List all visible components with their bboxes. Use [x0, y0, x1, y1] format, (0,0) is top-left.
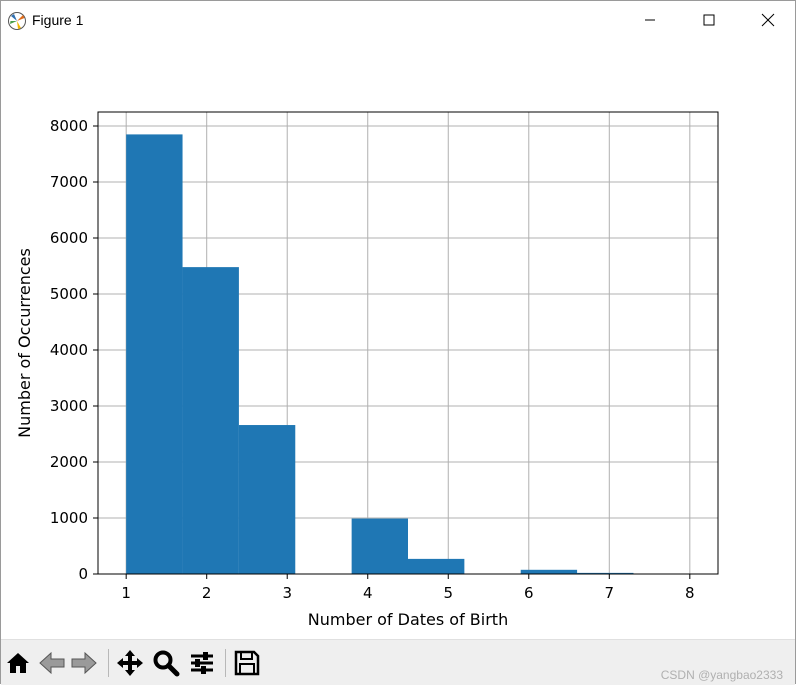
y-tick-label: 2000 — [50, 453, 88, 471]
matplotlib-logo-icon — [8, 12, 26, 30]
grid-lines — [98, 112, 718, 575]
x-tick-label: 8 — [685, 584, 695, 602]
y-tick-label: 8000 — [50, 117, 88, 135]
save-button[interactable] — [232, 648, 262, 678]
x-tick-label: 5 — [443, 584, 453, 602]
maximize-icon — [703, 14, 715, 26]
x-tick-label: 3 — [282, 584, 292, 602]
zoom-icon — [153, 650, 180, 677]
axes-frame — [97, 111, 719, 575]
title-bar[interactable]: Figure 1 — [1, 1, 795, 39]
pan-icon — [117, 650, 143, 676]
minimize-icon — [645, 19, 655, 21]
home-button[interactable] — [3, 648, 33, 678]
x-tick-label: 6 — [524, 584, 534, 602]
watermark-text: CSDN @yangbao2333 — [660, 668, 783, 682]
y-tick-label: 1000 — [50, 509, 88, 527]
back-icon — [39, 651, 65, 675]
figure-canvas[interactable]: 1 2 3 4 5 6 7 8 0 1000 2000 3000 4000 5000 6000 7000 800… — [1, 39, 797, 639]
y-axis-label: Number of Occurrences — [15, 248, 34, 438]
maximize-button[interactable] — [680, 1, 738, 39]
forward-button[interactable] — [69, 648, 99, 678]
x-tick-label: 7 — [605, 584, 615, 602]
close-icon — [761, 13, 775, 27]
configure-subplots-button[interactable] — [187, 648, 217, 678]
toolbar-separator — [108, 649, 109, 677]
zoom-button[interactable] — [151, 648, 181, 678]
histogram-bars — [126, 134, 690, 574]
toolbar-separator — [225, 649, 226, 677]
save-icon — [234, 650, 260, 676]
y-tick-label: 4000 — [50, 341, 88, 359]
histogram-bar — [577, 572, 634, 574]
navigation-toolbar: CSDN @yangbao2333 — [1, 639, 795, 685]
x-tick-label: 1 — [121, 584, 131, 602]
axis-ticks: 1 2 3 4 5 6 7 8 0 1000 2000 3000 4000 5000 6000 7000 800… — [50, 117, 695, 602]
histogram-bar — [351, 518, 408, 574]
minimize-button[interactable] — [621, 1, 679, 39]
y-tick-label: 6000 — [50, 229, 88, 247]
histogram-bar — [408, 558, 465, 574]
configure-subplots-icon — [191, 652, 213, 674]
forward-icon — [71, 651, 97, 675]
home-icon — [7, 653, 29, 673]
close-button[interactable] — [739, 1, 797, 39]
window-title: Figure 1 — [32, 12, 84, 28]
y-tick-label: 0 — [78, 565, 88, 583]
y-tick-label: 7000 — [50, 173, 88, 191]
x-tick-label: 2 — [202, 584, 212, 602]
pan-button[interactable] — [115, 648, 145, 678]
histogram-bar — [520, 569, 578, 574]
back-button[interactable] — [37, 648, 67, 678]
y-tick-label: 3000 — [50, 397, 88, 415]
x-tick-label: 4 — [363, 584, 373, 602]
x-axis-label: Number of Dates of Birth — [308, 610, 508, 629]
y-tick-label: 5000 — [50, 285, 88, 303]
histogram-bar — [238, 425, 296, 574]
histogram-chart: 1 2 3 4 5 6 7 8 0 1000 2000 3000 4000 5000 6000 7000 800… — [15, 111, 719, 629]
histogram-bar — [126, 134, 183, 574]
histogram-bar — [182, 267, 239, 574]
